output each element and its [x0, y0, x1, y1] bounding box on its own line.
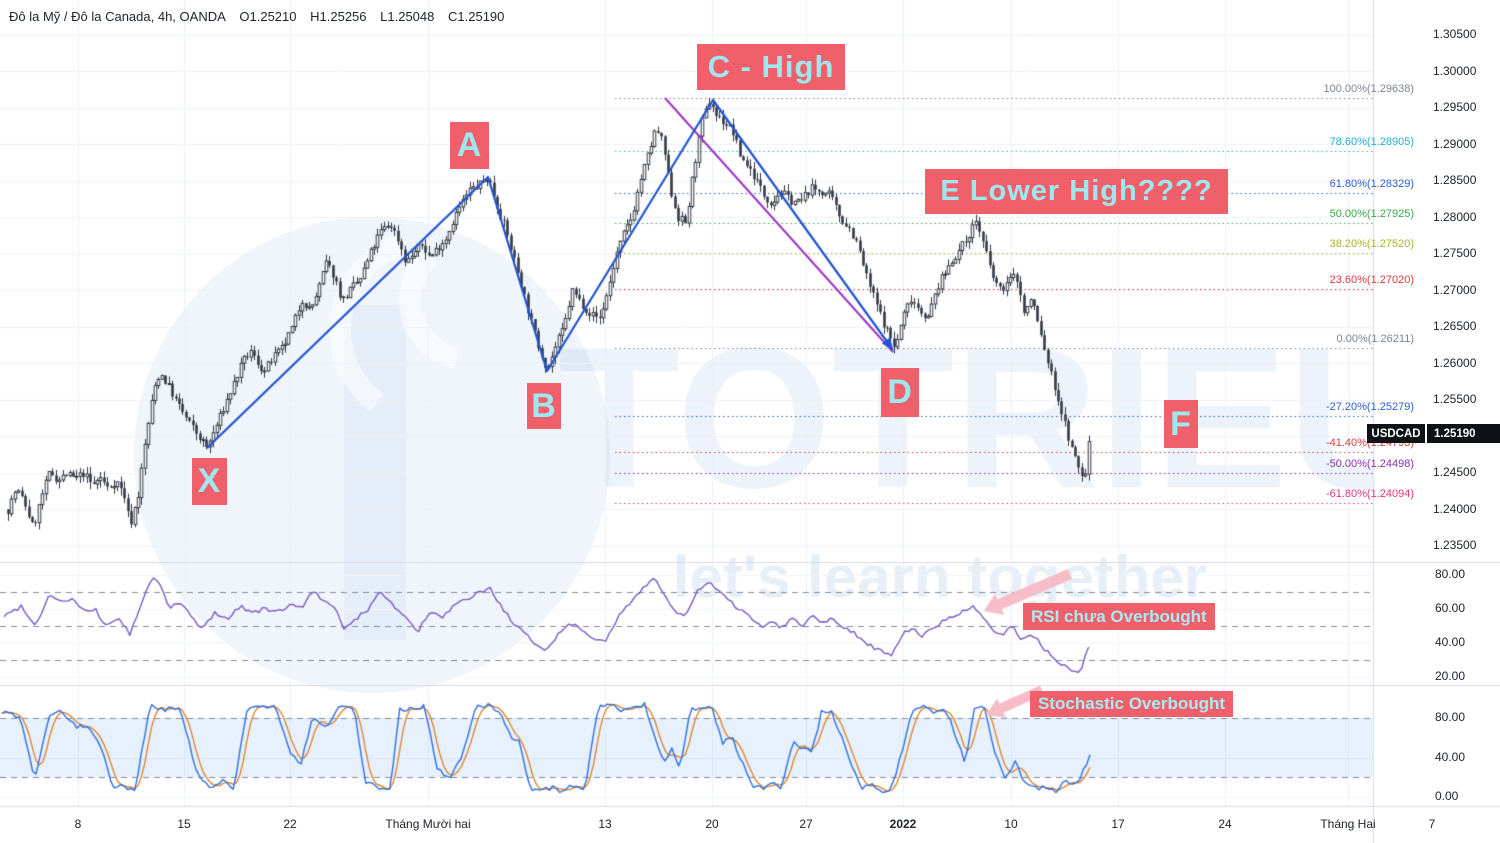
fib-level-label: 0.00%(1.26211): [1336, 333, 1414, 346]
ohlc-open: O1.25210: [239, 9, 297, 24]
time-axis-tick: 17: [1111, 817, 1125, 831]
stochastic-callout[interactable]: Stochastic Overbought: [1030, 691, 1234, 717]
marker-a[interactable]: A: [450, 122, 489, 169]
price-tag-value: 1.25190: [1427, 424, 1500, 443]
time-axis-tick: Tháng Hai: [1320, 817, 1376, 831]
price-axis-tick: 1.24000: [1433, 501, 1477, 516]
stoch-axis-tick: 80.00: [1435, 710, 1466, 724]
time-axis-tick: 7: [1428, 817, 1436, 831]
time-axis-tick: Tháng Mười hai: [385, 817, 471, 831]
fib-level-label: 61.80%(1.28329): [1329, 178, 1414, 191]
last-price-tag: USDCAD 1.25190: [1367, 424, 1500, 443]
ohlc-close: C1.25190: [448, 9, 505, 24]
price-axis-tick: 1.26000: [1433, 355, 1477, 370]
time-axis-tick: 15: [177, 817, 191, 831]
symbol-header[interactable]: Đô la Mỹ / Đô la Canada, 4h, OANDA O1.25…: [9, 9, 514, 24]
price-axis-tick: 1.23500: [1433, 538, 1477, 552]
fib-level-label: -50.00%(1.24498): [1325, 458, 1414, 471]
price-axis-tick: 1.25500: [1433, 392, 1477, 406]
time-axis-tick: 13: [598, 817, 612, 831]
stoch-axis-tick: 0.00: [1435, 789, 1459, 803]
marker-e-lower-high[interactable]: E Lower High????: [925, 169, 1228, 214]
marker-b[interactable]: B: [527, 383, 561, 429]
price-axis-tick: 1.24500: [1433, 465, 1477, 479]
price-axis-tick: 1.29000: [1433, 136, 1477, 151]
time-axis-tick: 22: [283, 817, 297, 831]
rsi-axis-tick: 80.00: [1435, 567, 1466, 581]
time-axis-tick: 8: [74, 817, 82, 831]
rsi-axis-tick: 60.00: [1435, 601, 1466, 615]
price-axis-tick: 1.30000: [1433, 63, 1477, 78]
rsi-callout[interactable]: RSI chưa Overbought: [1023, 603, 1215, 630]
time-axis-tick: 2022: [889, 817, 917, 831]
symbol-title: Đô la Mỹ / Đô la Canada, 4h, OANDA: [9, 9, 226, 24]
fib-level-label: -27.20%(1.25279): [1325, 401, 1414, 414]
time-axis-tick: 20: [705, 817, 719, 831]
time-axis-tick: 27: [799, 817, 813, 831]
fib-level-label: 78.60%(1.28905): [1329, 136, 1414, 149]
price-axis-tick: 1.28500: [1433, 173, 1477, 187]
rsi-axis-tick: 20.00: [1435, 669, 1466, 683]
fib-level-label: 50.00%(1.27925): [1329, 207, 1414, 220]
price-axis-tick: 1.27000: [1433, 282, 1477, 297]
ohlc-low: L1.25048: [380, 9, 435, 24]
rsi-axis-tick: 40.00: [1435, 635, 1466, 649]
price-axis-tick: 1.27500: [1433, 246, 1477, 260]
ohlc-high: H1.25256: [310, 9, 367, 24]
price-axis-tick: 1.29500: [1433, 100, 1477, 114]
fib-level-label: -61.80%(1.24094): [1325, 487, 1414, 500]
marker-c-high[interactable]: C - High: [697, 44, 845, 90]
fib-level-label: 23.60%(1.27020): [1329, 274, 1414, 287]
price-axis-tick: 1.28000: [1433, 209, 1477, 224]
price-axis-tick: 1.26500: [1433, 319, 1477, 333]
marker-d[interactable]: D: [881, 368, 919, 417]
time-axis-tick: 24: [1218, 817, 1232, 831]
stoch-axis-tick: 40.00: [1435, 749, 1466, 764]
price-axis-tick: 1.30500: [1433, 27, 1477, 41]
fib-level-label: 100.00%(1.29638): [1323, 82, 1414, 95]
marker-f[interactable]: F: [1164, 400, 1198, 448]
price-tag-divider: [1425, 424, 1427, 443]
marker-x[interactable]: X: [192, 458, 227, 505]
time-axis-tick: 10: [1004, 817, 1018, 831]
price-tag-symbol: USDCAD: [1367, 424, 1425, 443]
fib-level-label: 38.20%(1.27520): [1329, 237, 1414, 250]
